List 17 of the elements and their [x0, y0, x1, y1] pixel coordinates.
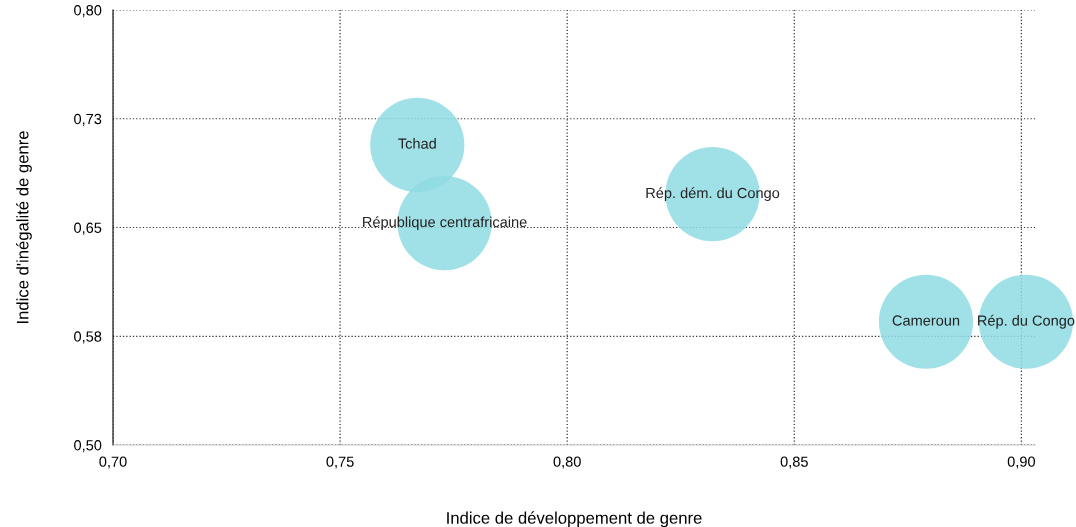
x-tick-label: 0,80: [553, 456, 581, 469]
y-tick-label: 0,65: [74, 222, 102, 235]
series-label: République centrafricaine: [363, 216, 527, 231]
series-label: Cameroun: [892, 315, 960, 326]
series-label: Rép. du Congo: [978, 314, 1075, 329]
y-tick-label: 0,50: [74, 440, 102, 453]
series-label: Tchad: [398, 138, 436, 149]
y-tick-label: 0,80: [74, 5, 102, 18]
x-tick-label: 0,85: [780, 456, 808, 469]
y-tick-label: 0,73: [74, 113, 102, 126]
y-axis-title: Indice d'inégalité de genre: [16, 131, 32, 323]
x-tick-label: 0,90: [1007, 456, 1035, 469]
y-tick-label: 0,58: [74, 331, 102, 344]
series-label: Rép. dém. du Congo: [646, 187, 780, 202]
x-tick-label: 0,75: [326, 456, 354, 469]
x-axis-title: Indice de développement de genre: [447, 511, 702, 527]
x-tick-label: 0,70: [99, 456, 127, 469]
